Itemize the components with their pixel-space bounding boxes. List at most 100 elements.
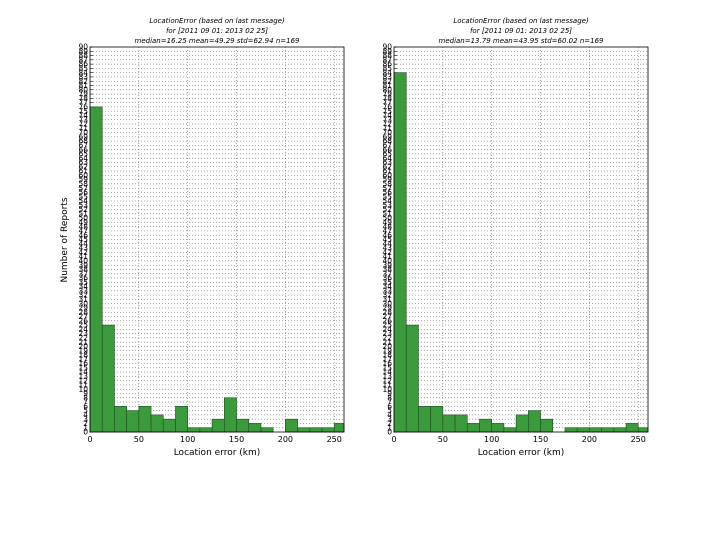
chart-right-y-tick-label: 5 [387,406,392,415]
chart-left-x-tick-label: 100 [180,435,195,444]
chart-right-y-tick-label: 20 [382,342,392,351]
chart-left-y-tick-label: 76 [78,102,88,111]
chart-left-y-tick-label: 2 [83,419,88,428]
chart-left-y-tick-label: 54 [78,197,88,206]
chart-right-y-tick-label: 0 [387,428,392,437]
chart-left-y-tick-label: 65 [78,150,88,159]
chart-left-y-tick-label: 5 [83,406,88,415]
chart-right-bar [418,406,431,433]
chart-right-y-tick-label: 7 [387,398,392,407]
chart-right-bar [613,427,627,433]
chart-left-y-tick-label: 89 [78,47,88,56]
chart-right-bar [589,427,602,433]
chart-right-bar [454,414,468,433]
chart-right-bar [479,418,492,433]
chart-right-y-tick-label: 62 [382,162,392,171]
chart-right-y-tick-label: 77 [382,98,392,107]
chart-right-y-tick-label: 56 [382,188,392,197]
chart-left-y-tick-label: 25 [78,321,88,330]
chart-right-y-tick-label: 46 [382,231,392,240]
chart-right-y-tick-label: 55 [382,192,392,201]
chart-left-y-tick-label: 21 [78,338,88,347]
chart-right-x-tick-label: 150 [533,435,548,444]
chart-right-y-tick-label: 18 [382,351,392,360]
chart-right-y-tick-label: 47 [382,227,392,236]
chart-left-y-tick-label: 39 [78,261,88,270]
chart-right-y-tick-label: 58 [382,179,392,188]
chart-right-y-tick-label: 83 [382,73,392,82]
chart-right-x-tick-label: 0 [391,435,396,444]
chart-left-title-line-3: median=16.25 mean=49.29 std=62.94 n=169 [135,37,301,45]
chart-left-y-tick-label: 67 [78,141,88,150]
chart-right-bar [637,427,649,433]
chart-right-y-tick-label: 1 [387,423,392,432]
chart-left-y-tick-label: 37 [78,269,88,278]
chart-left-x-tick-label: 150 [229,435,244,444]
chart-left-y-tick-label: 51 [78,209,88,218]
chart-left-y-tick-label: 12 [78,376,88,385]
chart-right-y-tick-label: 2 [387,419,392,428]
chart-right-y-tick-label: 66 [382,145,392,154]
chart-right-y-tick-label: 33 [382,286,392,295]
chart-left-bar [150,414,164,433]
chart-left-y-tick-label: 88 [78,51,88,60]
chart-left-y-tick-label: 7 [83,398,88,407]
chart-right-title-line-1: LocationError (based on last message) [453,17,589,25]
chart-left-bar [101,324,115,433]
chart-right-y-tick-label: 72 [382,120,392,129]
chart-right-y-tick-label: 6 [387,402,392,411]
chart-right-y-tick-label: 40 [382,256,392,265]
chart-right-bar [564,427,578,433]
chart-left-y-tick-label: 81 [78,81,88,90]
chart-left-bar [162,418,176,433]
chart-right-y-tick-label: 27 [382,312,392,321]
chart-left-y-tick-label: 19 [78,346,88,355]
chart-left-bar [114,406,127,433]
chart-right-plot-area: 0123456789101112131415161718192021222324… [382,43,649,444]
chart-right-y-tick-label: 43 [382,244,392,253]
chart-left-y-tick-label: 10 [78,385,88,394]
chart-right-y-tick-label: 86 [382,60,392,69]
chart-right-y-tick-label: 76 [382,102,392,111]
chart-left-bar [309,427,323,433]
chart-left-y-tick-label: 41 [78,252,88,261]
chart-right-y-tick-label: 70 [382,128,392,137]
chart-left-y-tick-label: 35 [78,278,88,287]
chart-right-bar [503,427,517,433]
chart-left-y-tick-label: 84 [78,68,88,77]
chart-left-y-tick-label: 79 [78,90,88,99]
chart-left-bar [285,418,298,433]
chart-left-bar [138,406,152,433]
chart-left-y-tick-label: 87 [78,55,88,64]
chart-left-y-tick-label: 45 [78,235,88,244]
chart-left-y-tick-label: 20 [78,342,88,351]
chart-right-y-tick-label: 31 [382,295,392,304]
chart-right-title-line-2: for [2011 09 01: 2013 02 25] [470,27,572,35]
chart-left-y-tick-label: 48 [78,222,88,231]
chart-left-y-tick-label: 74 [78,111,88,120]
chart-right-bar [466,423,480,433]
chart-left-x-tick-label: 0 [87,435,92,444]
chart-right-y-tick-label: 82 [382,77,392,86]
chart-left-y-tick-label: 68 [78,137,88,146]
chart-left-y-tick-label: 47 [78,227,88,236]
chart-right-y-tick-label: 63 [382,158,392,167]
chart-left-y-tick-label: 8 [83,393,88,402]
chart-right-y-tick-label: 38 [382,265,392,274]
chart-right-y-tick-label: 36 [382,274,392,283]
chart-left-title-line-2: for [2011 09 01: 2013 02 25] [166,27,268,35]
chart-left-y-tick-label: 13 [78,372,88,381]
chart-right-y-tick-label: 65 [382,150,392,159]
chart-left-bar [333,423,345,433]
chart-right-bar [491,423,505,433]
chart-right-y-tick-label: 3 [387,415,392,424]
chart-right-y-tick-label: 39 [382,261,392,270]
chart-left-bar [187,427,201,433]
chart-left-y-tick-label: 46 [78,231,88,240]
chart-left: LocationError (based on last message) fo… [60,17,345,458]
chart-right-y-tick-label: 57 [382,184,392,193]
chart-right-y-tick-label: 52 [382,205,392,214]
chart-right-y-tick-label: 8 [387,393,392,402]
chart-right-bar [528,410,541,433]
chart-left-y-tick-label: 57 [78,184,88,193]
